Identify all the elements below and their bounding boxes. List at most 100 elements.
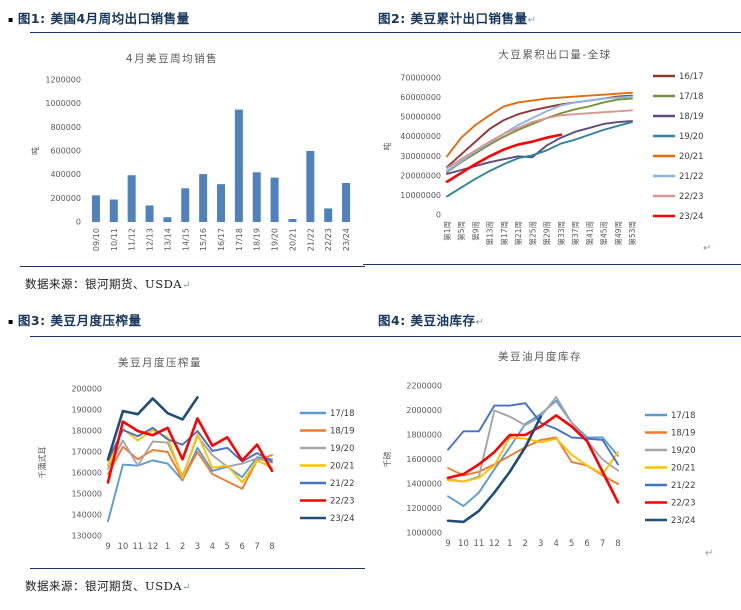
figure2-heading: 图2: 美豆累计出口销售量↵ <box>378 8 536 27</box>
legend-label-17/18: 17/18 <box>679 92 704 102</box>
x-tick-label: 1 <box>507 539 512 549</box>
bar-09/10 <box>91 195 100 222</box>
x-tick-label: 2 <box>523 539 528 549</box>
y-tick-label: 20000000 <box>400 171 441 180</box>
series-line-21/22 <box>446 95 633 172</box>
figure3-heading: ▪ 图3: 美豆月度压榨量 <box>8 310 141 329</box>
bar-18/19 <box>252 172 261 222</box>
x-tick-label: 23/24 <box>342 228 351 251</box>
x-tick-label: 7 <box>600 539 605 549</box>
x-tick-label: 第9周 <box>470 221 480 241</box>
legend-label-21/22: 21/22 <box>330 479 355 489</box>
x-tick-label: 19/20 <box>271 228 280 251</box>
series-line-20/21 <box>446 91 633 158</box>
legend-label-17/18: 17/18 <box>671 411 696 421</box>
chart-cumulative-export-line: 大豆累积出口量-全球吨 0 10000000 20000000 30000000 4000… <box>375 42 741 266</box>
y-tick-label: 180000 <box>71 427 102 436</box>
x-tick-label: 4 <box>210 542 215 552</box>
bar-11/12 <box>127 175 136 222</box>
paragraph-mark-icon: ↵ <box>705 548 714 559</box>
datasource-mid-text: 数据来源：银河期货、USDA <box>25 277 183 291</box>
y-tick-label: 10000000 <box>400 191 441 200</box>
x-tick-label: 8 <box>615 539 620 549</box>
x-tick-label: 第21周 <box>513 221 523 246</box>
x-tick-label: 第53周 <box>627 221 637 246</box>
figure1-heading: ▪ 图1: 美国4月周均出口销售量 <box>8 8 190 27</box>
y-tick-label: 1200000 <box>406 504 442 513</box>
series-line-21/22 <box>447 402 619 466</box>
paragraph-mark-icon: ↵ <box>527 15 537 26</box>
bar-16/17 <box>217 184 225 222</box>
series-line-16/17 <box>446 94 633 169</box>
x-tick-label: 第5周 <box>456 221 466 241</box>
legend-label-20/21: 20/21 <box>671 464 696 474</box>
divider-under-fig4 <box>363 336 741 337</box>
chart-title: 美豆月度压榨量 <box>118 356 202 369</box>
legend-label-20/21: 20/21 <box>679 152 704 162</box>
divider-under-fig1 <box>30 32 365 33</box>
y-tick-label: 1400000 <box>406 480 442 489</box>
series-line-20/21 <box>107 427 273 484</box>
figure4-title: 图4: 美豆油库存 <box>378 313 476 328</box>
legend-label-22/23: 22/23 <box>671 499 696 509</box>
legend-label-23/24: 23/24 <box>679 212 704 222</box>
chart-monthly-crush-line: 美豆月度压榨量 千蒲式耳 130000 140000 150000 160000 17000… <box>25 346 365 562</box>
x-tick-label: 17/18 <box>235 228 244 251</box>
x-tick-label: 第45周 <box>599 221 609 246</box>
chart-weekly-export-sales-bar: 4月美豆周均销售吨 0 200000 400000 600000 800000 100000… <box>25 42 365 271</box>
x-tick-label: 9 <box>105 542 110 552</box>
y-tick-label: 140000 <box>71 511 102 520</box>
list-bullet-icon: ▪ <box>8 15 14 24</box>
y-tick-label: 2000000 <box>406 406 442 415</box>
y-axis-unit: 千磅 <box>382 452 392 468</box>
y-axis-unit: 吨 <box>382 143 392 151</box>
legend-label-19/20: 19/20 <box>330 444 355 454</box>
x-tick-label: 18/19 <box>253 228 262 251</box>
series-line-17/18 <box>447 399 619 508</box>
x-tick-label: 16/17 <box>217 228 226 251</box>
bar-21/22 <box>306 151 315 222</box>
y-tick-label: 600000 <box>50 147 81 156</box>
legend-label-20/21: 20/21 <box>330 462 355 472</box>
y-tick-label: 2200000 <box>406 382 442 391</box>
x-tick-label: 第13周 <box>485 221 495 246</box>
x-tick-label: 13/14 <box>163 228 172 251</box>
bar-19/20 <box>270 177 279 222</box>
datasource-mid: 数据来源：银河期货、USDA↵ <box>25 276 191 292</box>
bar-12/13 <box>145 205 154 222</box>
x-tick-label: 15/16 <box>199 228 208 251</box>
x-tick-label: 12 <box>489 539 500 549</box>
y-tick-label: 0 <box>76 218 81 227</box>
bar-17/18 <box>234 109 243 222</box>
series-line-19/20 <box>446 121 633 198</box>
series-line-23/24 <box>446 415 543 524</box>
legend-label-19/20: 19/20 <box>679 132 704 142</box>
x-tick-label: 第29周 <box>542 221 552 246</box>
legend-label-21/22: 21/22 <box>679 172 704 182</box>
divider-under-fig3 <box>30 336 365 337</box>
y-tick-label: 200000 <box>50 194 81 203</box>
legend-label-22/23: 22/23 <box>330 497 355 507</box>
y-tick-label: 1600000 <box>406 455 442 464</box>
paragraph-mark-icon: ↵ <box>182 582 191 593</box>
figure2-title: 图2: 美豆累计出口销售量 <box>378 11 528 26</box>
y-tick-label: 1800000 <box>406 431 442 440</box>
x-tick-label: 4 <box>553 539 558 549</box>
y-tick-label: 1000000 <box>406 529 442 538</box>
x-tick-label: 第25周 <box>527 221 537 246</box>
bar-15/16 <box>199 174 208 222</box>
legend-label-22/23: 22/23 <box>679 192 704 202</box>
x-tick-label: 11 <box>132 542 143 552</box>
series-line-18/19 <box>107 445 273 490</box>
y-tick-label: 40000000 <box>400 132 441 141</box>
x-tick-label: 5 <box>225 542 230 552</box>
divider-below-chart1 <box>20 266 365 267</box>
series-line-20/21 <box>447 436 619 483</box>
x-tick-label: 第1周 <box>442 221 452 241</box>
x-tick-label: 6 <box>239 542 244 552</box>
x-tick-label: 11/12 <box>128 228 137 251</box>
x-tick-label: 2 <box>180 542 185 552</box>
x-tick-label: 6 <box>584 539 589 549</box>
datasource-bottom-text: 数据来源：银河期货、USDA <box>25 579 183 593</box>
